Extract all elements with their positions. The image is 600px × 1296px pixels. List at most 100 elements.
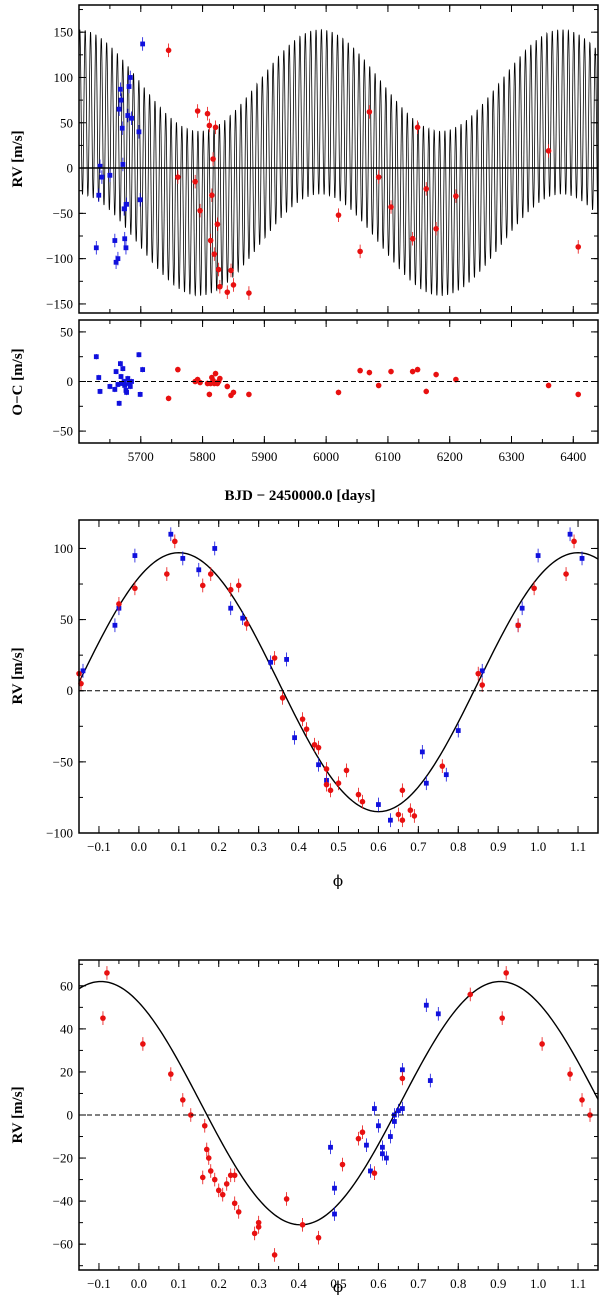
- data-point: [407, 807, 414, 814]
- data-point: [194, 108, 201, 114]
- data-point: [531, 585, 537, 592]
- data-point: [207, 571, 214, 577]
- data-point: [435, 1011, 441, 1017]
- data-point: [118, 374, 124, 379]
- x-tick-label: 6200: [437, 449, 463, 464]
- data-point: [343, 767, 350, 774]
- data-point: [180, 1097, 186, 1103]
- data-point: [137, 197, 143, 203]
- x-tick-label: 0.1: [171, 1276, 187, 1291]
- data-point: [207, 237, 214, 244]
- x-tick-label: 5800: [190, 449, 216, 464]
- data-point: [433, 225, 439, 232]
- data-point: [388, 1134, 393, 1139]
- data-point: [423, 1002, 429, 1008]
- model-curve: [78, 28, 599, 297]
- data-point: [315, 1234, 322, 1241]
- x-tick-label: 6400: [560, 449, 586, 464]
- data-point: [118, 97, 124, 103]
- panel-phase-b-xlabel: ϕ: [333, 872, 343, 890]
- data-point: [127, 75, 133, 80]
- data-point: [217, 283, 223, 290]
- data-point: [388, 817, 393, 823]
- x-tick-label: 1.0: [530, 839, 546, 854]
- data-point: [206, 122, 213, 129]
- data-point: [467, 991, 474, 998]
- data-point: [197, 207, 203, 214]
- data-point: [395, 1108, 401, 1114]
- data-point: [165, 47, 172, 54]
- data-point: [120, 366, 126, 372]
- data-point: [567, 1071, 573, 1077]
- x-tick-label: 0.7: [410, 1276, 427, 1291]
- data-point: [453, 193, 459, 199]
- y-tick-label: 150: [54, 25, 74, 40]
- data-point: [180, 556, 186, 561]
- data-point: [187, 1112, 194, 1118]
- data-point: [366, 369, 373, 376]
- data-point: [292, 735, 297, 741]
- data-point: [140, 41, 146, 47]
- x-tick-label: 0.4: [290, 1276, 307, 1291]
- data-point: [212, 370, 219, 377]
- data-point: [455, 728, 461, 733]
- panel-rv-time-ylabel: RV [m/s]: [10, 130, 26, 187]
- data-point: [93, 354, 99, 360]
- x-tick-label: −0.1: [87, 839, 111, 854]
- data-point: [271, 1252, 278, 1258]
- panel-phase-c-frame: [78, 959, 599, 1271]
- y-tick-label: 50: [60, 612, 73, 627]
- panel-rv-time-frame: [78, 4, 599, 314]
- data-point: [97, 389, 103, 394]
- data-point: [132, 585, 138, 592]
- data-point: [423, 388, 430, 395]
- data-point: [414, 366, 421, 373]
- x-tick-label: 5700: [128, 449, 154, 464]
- data-point: [545, 148, 552, 154]
- x-tick-label: 0.6: [370, 839, 387, 854]
- y-tick-label: −50: [53, 206, 73, 221]
- data-point: [311, 741, 318, 748]
- data-point: [339, 1161, 346, 1168]
- y-tick-label: 60: [60, 978, 73, 993]
- data-point: [575, 244, 582, 250]
- data-point: [255, 1219, 262, 1226]
- data-point: [271, 655, 278, 661]
- data-point: [228, 267, 234, 274]
- model-curve: [78, 980, 599, 1226]
- data-point: [359, 1129, 366, 1136]
- data-point: [376, 1123, 381, 1129]
- data-point: [215, 1187, 222, 1194]
- y-tick-label: 100: [54, 541, 74, 556]
- data-point: [503, 970, 509, 976]
- y-tick-label: 100: [54, 70, 74, 85]
- data-point: [453, 376, 459, 383]
- data-point: [96, 192, 102, 198]
- data-point: [204, 110, 211, 117]
- data-point: [411, 813, 418, 819]
- data-point: [129, 115, 134, 121]
- data-point: [240, 615, 246, 621]
- data-point: [214, 221, 221, 228]
- y-tick-label: 0: [67, 683, 74, 698]
- data-point: [212, 546, 218, 551]
- x-tick-label: 0.2: [211, 1276, 227, 1291]
- x-tick-label: 0.8: [450, 1276, 466, 1291]
- data-point: [112, 238, 118, 243]
- data-point: [545, 382, 552, 389]
- x-tick-label: 5900: [251, 449, 277, 464]
- y-tick-label: −50: [53, 424, 73, 439]
- data-point: [284, 657, 289, 662]
- data-point: [206, 391, 213, 398]
- data-point: [215, 266, 222, 273]
- data-point: [132, 553, 138, 558]
- panel-phase-b-model: [78, 552, 599, 813]
- data-point: [563, 571, 569, 577]
- data-point: [107, 384, 113, 389]
- y-tick-label: −20: [53, 1151, 73, 1166]
- data-point: [209, 192, 215, 199]
- x-tick-label: 6300: [499, 449, 525, 464]
- panel-rv-time: −150 −100 −50 0 50 100 150 RV [m/s]: [10, 4, 599, 314]
- data-point: [246, 391, 252, 398]
- data-point: [117, 86, 123, 92]
